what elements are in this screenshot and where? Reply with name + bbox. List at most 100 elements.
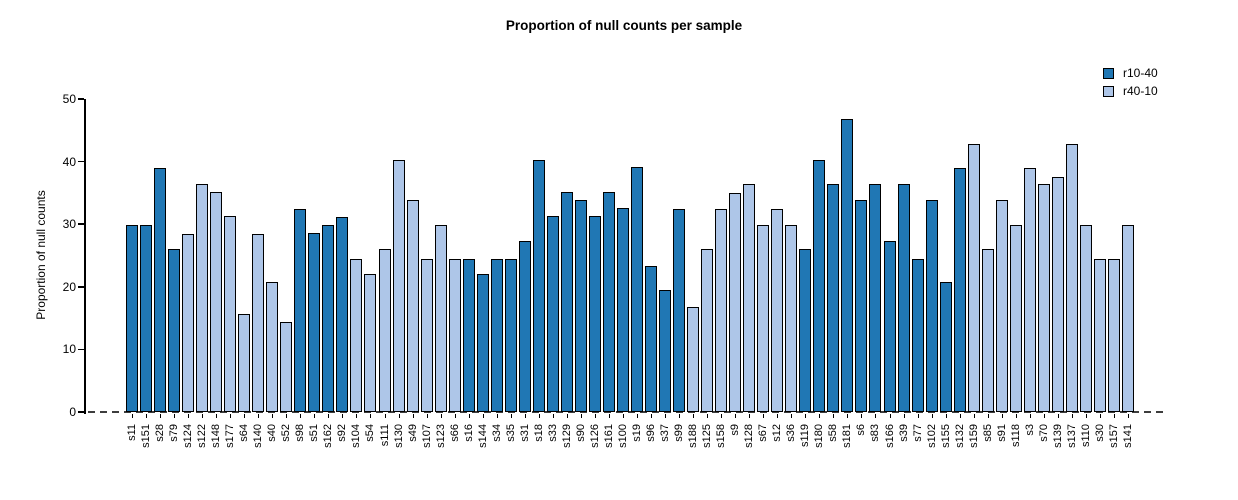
x-tick-label: s125 — [701, 424, 713, 448]
x-tick-label: s18 — [533, 424, 545, 442]
bar-s132 — [954, 168, 966, 412]
x-tick-mark — [1044, 413, 1045, 418]
x-tick-label: s157 — [1108, 424, 1120, 448]
bar-s155 — [940, 282, 952, 412]
bar-s39 — [898, 184, 910, 412]
x-tick-mark — [385, 413, 386, 418]
x-tick-mark — [763, 413, 764, 418]
x-tick-mark — [609, 413, 610, 418]
x-tick-mark — [623, 413, 624, 418]
x-tick-label: s28 — [154, 424, 166, 442]
y-axis-line — [84, 99, 86, 414]
x-tick-label: s79 — [168, 424, 180, 442]
bar-s34 — [491, 259, 503, 412]
x-tick-mark — [861, 413, 862, 418]
bar-s162 — [322, 225, 334, 412]
bar-s124 — [182, 234, 194, 412]
x-tick-label: s67 — [757, 424, 769, 442]
x-tick-label: s40 — [266, 424, 278, 442]
x-tick-mark — [1058, 413, 1059, 418]
x-tick-label: s49 — [407, 424, 419, 442]
x-tick-label: s92 — [336, 424, 348, 442]
bar-s110 — [1080, 225, 1092, 412]
y-tick-mark — [78, 411, 84, 413]
bar-s98 — [294, 209, 306, 412]
y-tick-label: 50 — [62, 92, 76, 106]
x-tick-mark — [525, 413, 526, 418]
bar-s36 — [785, 225, 797, 412]
x-tick-label: s9 — [729, 424, 741, 436]
x-tick-mark — [1030, 413, 1031, 418]
x-tick-label: s124 — [182, 424, 194, 448]
x-tick-mark — [679, 413, 680, 418]
bar-s79 — [168, 249, 180, 412]
x-tick-label: s162 — [322, 424, 334, 448]
x-tick-mark — [342, 413, 343, 418]
bar-s125 — [701, 249, 713, 412]
x-tick-mark — [300, 413, 301, 418]
bar-s30 — [1094, 259, 1106, 412]
x-tick-label: s166 — [884, 424, 896, 448]
x-tick-label: s159 — [968, 424, 980, 448]
bar-s180 — [813, 160, 825, 412]
x-tick-label: s83 — [869, 424, 881, 442]
x-tick-mark — [1128, 413, 1129, 418]
bar-s158 — [715, 209, 727, 412]
x-tick-mark — [721, 413, 722, 418]
x-tick-mark — [314, 413, 315, 418]
x-tick-mark — [890, 413, 891, 418]
bar-s6 — [855, 200, 867, 412]
x-tick-label: s144 — [477, 424, 489, 448]
bar-s54 — [364, 274, 376, 412]
x-tick-mark — [777, 413, 778, 418]
bar-s64 — [238, 314, 250, 412]
x-tick-label: s99 — [673, 424, 685, 442]
bar-s52 — [280, 322, 292, 412]
bar-s166 — [884, 241, 896, 412]
x-tick-mark — [946, 413, 947, 418]
bar-s102 — [926, 200, 938, 412]
bar-s16 — [463, 259, 475, 412]
bar-s83 — [869, 184, 881, 412]
x-tick-mark — [749, 413, 750, 418]
x-tick-label: s107 — [421, 424, 433, 448]
x-tick-mark — [469, 413, 470, 418]
x-tick-label: s70 — [1038, 424, 1050, 442]
bar-s9 — [729, 193, 741, 412]
x-tick-mark — [483, 413, 484, 418]
x-tick-mark — [1072, 413, 1073, 418]
x-tick-label: s54 — [364, 424, 376, 442]
bar-s151 — [140, 225, 152, 412]
x-tick-label: s19 — [631, 424, 643, 442]
x-tick-label: s104 — [350, 424, 362, 448]
x-tick-label: s110 — [1080, 424, 1092, 448]
x-tick-mark — [553, 413, 554, 418]
x-tick-label: s12 — [771, 424, 783, 442]
x-tick-mark — [216, 413, 217, 418]
chart-title: Proportion of null counts per sample — [505, 18, 743, 33]
bar-s141 — [1122, 225, 1134, 412]
x-tick-mark — [427, 413, 428, 418]
x-tick-mark — [455, 413, 456, 418]
x-tick-mark — [132, 413, 133, 418]
x-tick-label: s111 — [379, 424, 391, 447]
bar-s11 — [126, 225, 138, 412]
x-tick-label: s11 — [126, 424, 138, 441]
x-tick-mark — [160, 413, 161, 418]
x-tick-mark — [847, 413, 848, 418]
bar-s19 — [631, 167, 643, 412]
bar-s126 — [589, 216, 601, 412]
x-tick-mark — [497, 413, 498, 418]
bar-s28 — [154, 168, 166, 412]
x-tick-label: s161 — [603, 424, 615, 448]
bar-s100 — [617, 208, 629, 412]
bar-s129 — [561, 192, 573, 412]
bar-s18 — [533, 160, 545, 412]
x-tick-label: s91 — [996, 424, 1008, 442]
bar-s33 — [547, 216, 559, 412]
x-tick-mark — [399, 413, 400, 418]
x-tick-mark — [819, 413, 820, 418]
x-tick-mark — [805, 413, 806, 418]
x-tick-mark — [932, 413, 933, 418]
bar-s188 — [687, 307, 699, 412]
